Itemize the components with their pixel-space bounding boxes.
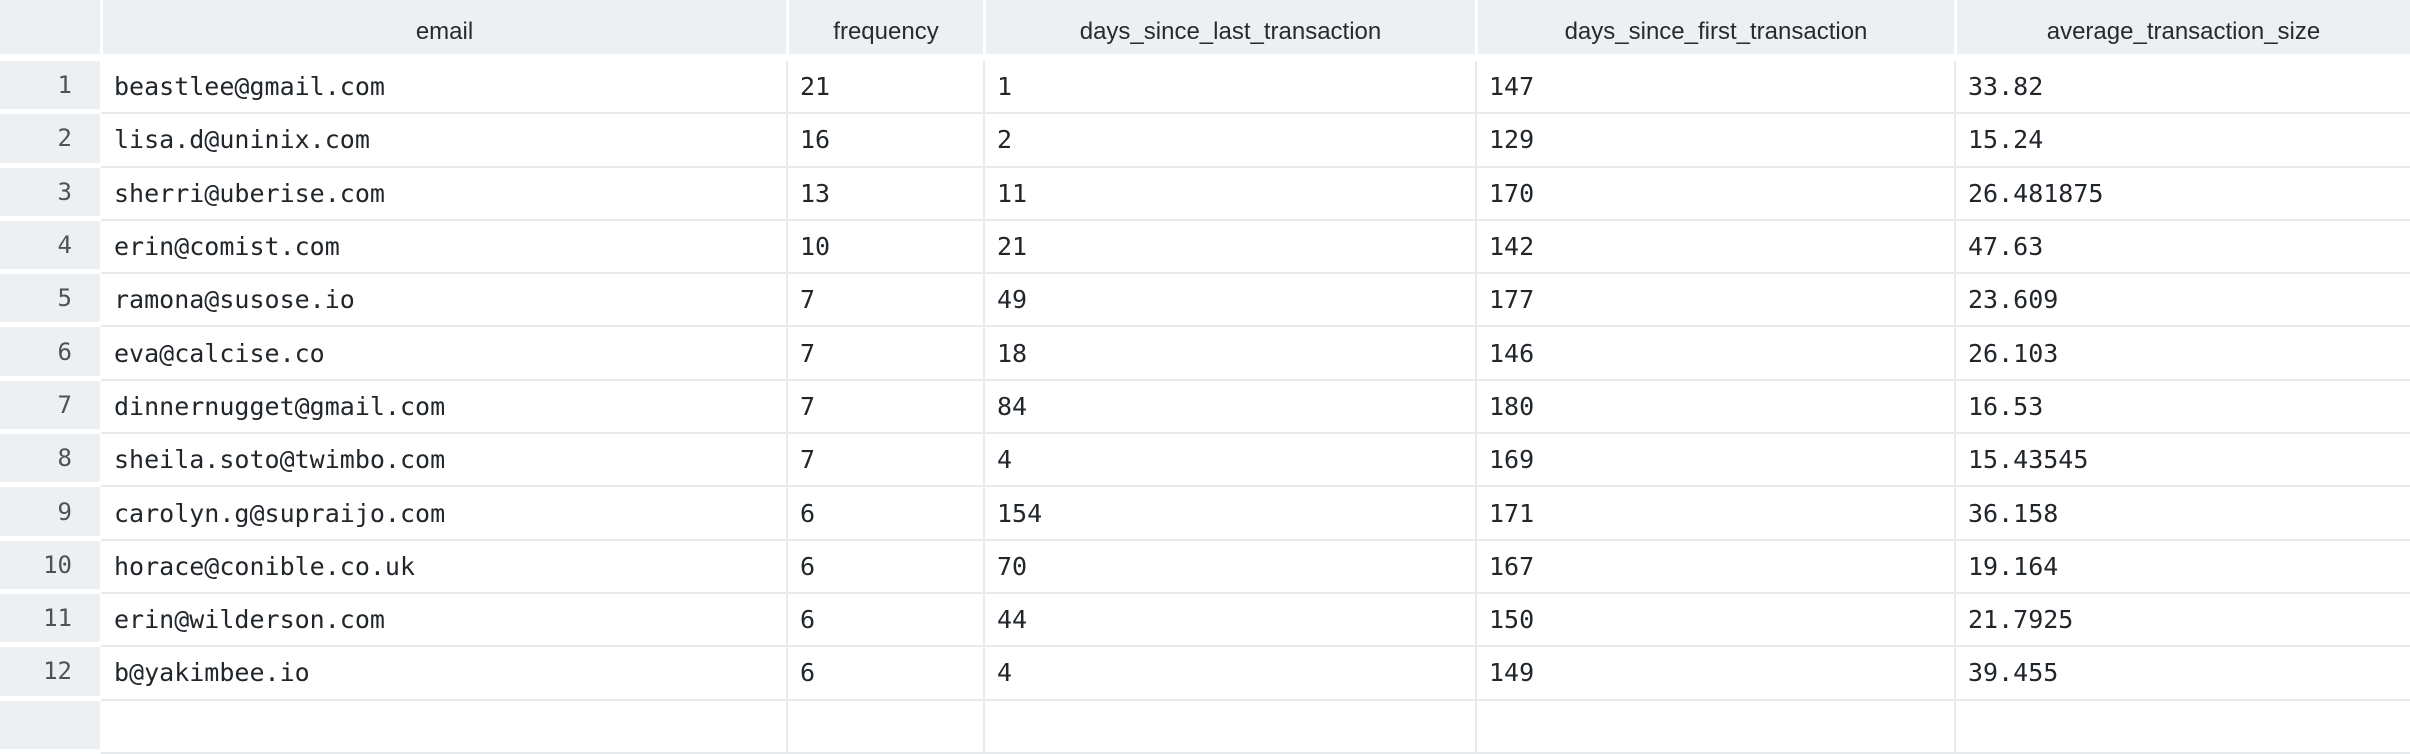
cell-average-transaction-size: 33.82 — [1954, 61, 2410, 115]
table-row: 12 b@yakimbee.io 6 4 149 39.455 — [0, 647, 2410, 701]
cell-average-transaction-size: 15.24 — [1954, 114, 2410, 168]
cell-days-since-first-transaction: 149 — [1475, 647, 1954, 701]
corner-header-cell — [0, 0, 100, 61]
cell-average-transaction-size: 23.609 — [1954, 274, 2410, 328]
cell-days-since-first-transaction: 150 — [1475, 593, 1954, 648]
cell-average-transaction-size: 47.63 — [1954, 220, 2410, 275]
cell-frequency: 6 — [786, 647, 983, 701]
cell-frequency: 21 — [786, 61, 983, 115]
row-number: 12 — [0, 647, 100, 701]
cell-days-since-first-transaction: 129 — [1475, 114, 1954, 168]
cell-days-since-first-transaction — [1475, 700, 1954, 754]
table-row-partial — [0, 700, 2410, 754]
cell-email — [100, 700, 786, 754]
table-row: 2 lisa.d@uninix.com 16 2 129 15.24 — [0, 114, 2410, 168]
cell-email: erin@wilderson.com — [100, 593, 786, 648]
cell-average-transaction-size: 15.43545 — [1954, 434, 2410, 488]
cell-days-since-last-transaction: 49 — [983, 274, 1475, 328]
cell-email: b@yakimbee.io — [100, 647, 786, 701]
row-number: 4 — [0, 220, 100, 275]
cell-days-since-last-transaction: 4 — [983, 434, 1475, 488]
cell-email: sheila.soto@twimbo.com — [100, 434, 786, 488]
table-row: 11 erin@wilderson.com 6 44 150 21.7925 — [0, 593, 2410, 648]
cell-average-transaction-size: 39.455 — [1954, 647, 2410, 701]
cell-days-since-first-transaction: 146 — [1475, 327, 1954, 381]
cell-email: dinnernugget@gmail.com — [100, 380, 786, 435]
table-row: 9 carolyn.g@supraijo.com 6 154 171 36.15… — [0, 487, 2410, 541]
cell-average-transaction-size: 19.164 — [1954, 540, 2410, 594]
cell-days-since-last-transaction: 11 — [983, 167, 1475, 221]
table-row: 10 horace@conible.co.uk 6 70 167 19.164 — [0, 540, 2410, 594]
cell-days-since-last-transaction: 21 — [983, 220, 1475, 275]
cell-days-since-last-transaction — [983, 700, 1475, 754]
cell-average-transaction-size: 26.481875 — [1954, 167, 2410, 221]
cell-days-since-last-transaction: 44 — [983, 593, 1475, 648]
table-row: 5 ramona@susose.io 7 49 177 23.609 — [0, 274, 2410, 328]
column-header-email[interactable]: email — [100, 0, 786, 61]
row-number: 7 — [0, 380, 100, 435]
table-row: 7 dinnernugget@gmail.com 7 84 180 16.53 — [0, 380, 2410, 435]
cell-days-since-last-transaction: 154 — [983, 487, 1475, 541]
table-row: 3 sherri@uberise.com 13 11 170 26.481875 — [0, 167, 2410, 221]
row-number: 2 — [0, 114, 100, 168]
cell-frequency: 6 — [786, 540, 983, 594]
column-header-days-since-last-transaction[interactable]: days_since_last_transaction — [983, 0, 1475, 61]
cell-email: carolyn.g@supraijo.com — [100, 487, 786, 541]
row-number: 11 — [0, 593, 100, 648]
cell-email: erin@comist.com — [100, 220, 786, 275]
cell-days-since-first-transaction: 169 — [1475, 434, 1954, 488]
cell-average-transaction-size: 26.103 — [1954, 327, 2410, 381]
table-row: 4 erin@comist.com 10 21 142 47.63 — [0, 220, 2410, 275]
cell-email: beastlee@gmail.com — [100, 61, 786, 115]
cell-email: sherri@uberise.com — [100, 167, 786, 221]
table-row: 6 eva@calcise.co 7 18 146 26.103 — [0, 327, 2410, 381]
cell-frequency: 16 — [786, 114, 983, 168]
cell-average-transaction-size: 16.53 — [1954, 380, 2410, 435]
cell-email: horace@conible.co.uk — [100, 540, 786, 594]
row-number — [0, 700, 100, 754]
cell-days-since-last-transaction: 1 — [983, 61, 1475, 115]
table-row: 1 beastlee@gmail.com 21 1 147 33.82 — [0, 61, 2410, 115]
row-number: 9 — [0, 487, 100, 541]
cell-days-since-last-transaction: 4 — [983, 647, 1475, 701]
table-header-row: email frequency days_since_last_transact… — [0, 0, 2410, 61]
cell-frequency: 7 — [786, 380, 983, 435]
row-number: 5 — [0, 274, 100, 328]
cell-frequency: 6 — [786, 593, 983, 648]
cell-days-since-first-transaction: 170 — [1475, 167, 1954, 221]
cell-frequency: 7 — [786, 274, 983, 328]
cell-days-since-first-transaction: 147 — [1475, 61, 1954, 115]
cell-email: ramona@susose.io — [100, 274, 786, 328]
cell-days-since-last-transaction: 70 — [983, 540, 1475, 594]
row-number: 1 — [0, 61, 100, 115]
cell-days-since-first-transaction: 167 — [1475, 540, 1954, 594]
row-number: 3 — [0, 167, 100, 221]
cell-frequency: 6 — [786, 487, 983, 541]
cell-days-since-last-transaction: 84 — [983, 380, 1475, 435]
cell-frequency: 7 — [786, 434, 983, 488]
cell-average-transaction-size: 36.158 — [1954, 487, 2410, 541]
cell-days-since-first-transaction: 142 — [1475, 220, 1954, 275]
column-header-days-since-first-transaction[interactable]: days_since_first_transaction — [1475, 0, 1954, 61]
cell-email: lisa.d@uninix.com — [100, 114, 786, 168]
row-number: 8 — [0, 434, 100, 488]
cell-average-transaction-size — [1954, 700, 2410, 754]
cell-frequency: 13 — [786, 167, 983, 221]
row-number: 6 — [0, 327, 100, 381]
cell-days-since-last-transaction: 2 — [983, 114, 1475, 168]
table-row: 8 sheila.soto@twimbo.com 7 4 169 15.4354… — [0, 434, 2410, 488]
row-number: 10 — [0, 540, 100, 594]
cell-days-since-first-transaction: 177 — [1475, 274, 1954, 328]
cell-days-since-first-transaction: 171 — [1475, 487, 1954, 541]
cell-days-since-last-transaction: 18 — [983, 327, 1475, 381]
column-header-frequency[interactable]: frequency — [786, 0, 983, 61]
cell-days-since-first-transaction: 180 — [1475, 380, 1954, 435]
cell-frequency — [786, 700, 983, 754]
column-header-average-transaction-size[interactable]: average_transaction_size — [1954, 0, 2410, 61]
cell-frequency: 7 — [786, 327, 983, 381]
cell-frequency: 10 — [786, 220, 983, 275]
cell-email: eva@calcise.co — [100, 327, 786, 381]
cell-average-transaction-size: 21.7925 — [1954, 593, 2410, 648]
